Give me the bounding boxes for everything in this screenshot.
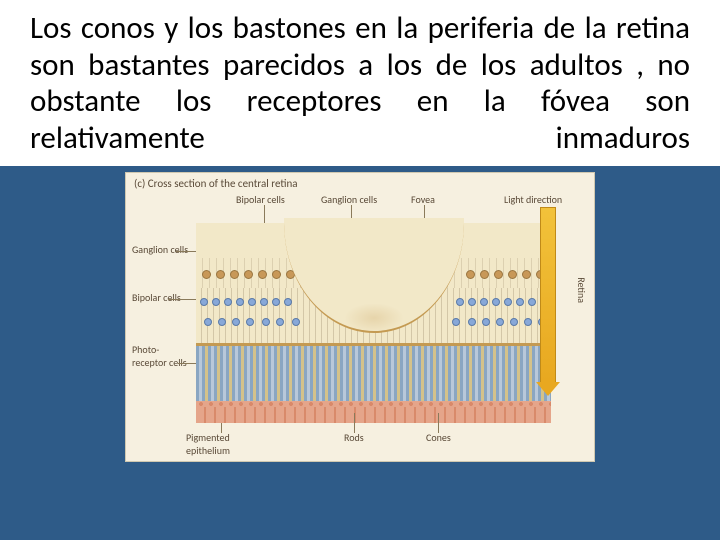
leader-line — [178, 363, 198, 364]
ganglion-cell — [480, 270, 489, 279]
bipolar-cell — [482, 318, 490, 326]
label-left-photo: Photo-receptor cells — [132, 343, 190, 369]
bipolar-cell — [468, 318, 476, 326]
pigment-layer — [196, 405, 551, 423]
bipolar-cell — [262, 318, 270, 326]
label-top-light: Light direction — [504, 193, 562, 206]
bipolar-cell — [456, 298, 464, 306]
bipolar-cell — [236, 298, 244, 306]
bipolar-cell — [452, 318, 460, 326]
light-arrow — [540, 207, 556, 383]
bipolar-cell — [248, 298, 256, 306]
bipolar-cell — [260, 298, 268, 306]
photoreceptor-layer — [196, 343, 551, 405]
bipolar-cell — [504, 298, 512, 306]
bipolar-cell — [492, 298, 500, 306]
ganglion-cell — [272, 270, 281, 279]
paragraph-text: Los conos y los bastones en la periferia… — [30, 10, 690, 156]
retina-tissue — [196, 223, 551, 423]
ganglion-cell — [216, 270, 225, 279]
label-right-retina: Retina — [575, 278, 588, 304]
bipolar-cell — [224, 298, 232, 306]
label-bottom-pigment: Pigmented epithelium — [186, 431, 256, 457]
bipolar-cell — [516, 298, 524, 306]
label-top-bipolar: Bipolar cells — [236, 193, 285, 206]
ganglion-cell — [466, 270, 475, 279]
bipolar-cell — [480, 298, 488, 306]
ganglion-cell — [244, 270, 253, 279]
leader-line — [438, 413, 439, 433]
bipolar-cell — [246, 318, 254, 326]
ganglion-cell — [258, 270, 267, 279]
paragraph-block: Los conos y los bastones en la periferia… — [0, 0, 720, 166]
ganglion-cell — [202, 270, 211, 279]
bipolar-cell — [200, 298, 208, 306]
bipolar-cell — [218, 318, 226, 326]
ganglion-cell — [494, 270, 503, 279]
bipolar-cell — [276, 318, 284, 326]
diagram-wrap: (c) Cross section of the central retina … — [0, 172, 720, 462]
bipolar-cell — [524, 318, 532, 326]
leader-line — [354, 413, 355, 433]
ganglion-cell — [230, 270, 239, 279]
label-top-fovea: Fovea — [411, 193, 435, 206]
label-left-ganglion: Ganglion cells — [132, 243, 190, 256]
bipolar-cell — [468, 298, 476, 306]
bipolar-cell — [204, 318, 212, 326]
retina-diagram: (c) Cross section of the central retina … — [125, 172, 595, 462]
bipolar-cell — [232, 318, 240, 326]
bipolar-cell — [496, 318, 504, 326]
diagram-title: (c) Cross section of the central retina — [134, 177, 298, 190]
ganglion-cell — [508, 270, 517, 279]
leader-line — [221, 423, 222, 433]
leader-line — [176, 251, 198, 252]
bipolar-cell — [292, 318, 300, 326]
leader-line — [168, 299, 198, 300]
bipolar-cell — [284, 298, 292, 306]
label-left-bipolar: Bipolar cells — [132, 291, 190, 304]
ganglion-cell — [522, 270, 531, 279]
bipolar-cell — [528, 298, 536, 306]
label-top-ganglion: Ganglion cells — [321, 193, 377, 206]
bipolar-cell — [212, 298, 220, 306]
bipolar-cell — [272, 298, 280, 306]
bipolar-cell — [510, 318, 518, 326]
